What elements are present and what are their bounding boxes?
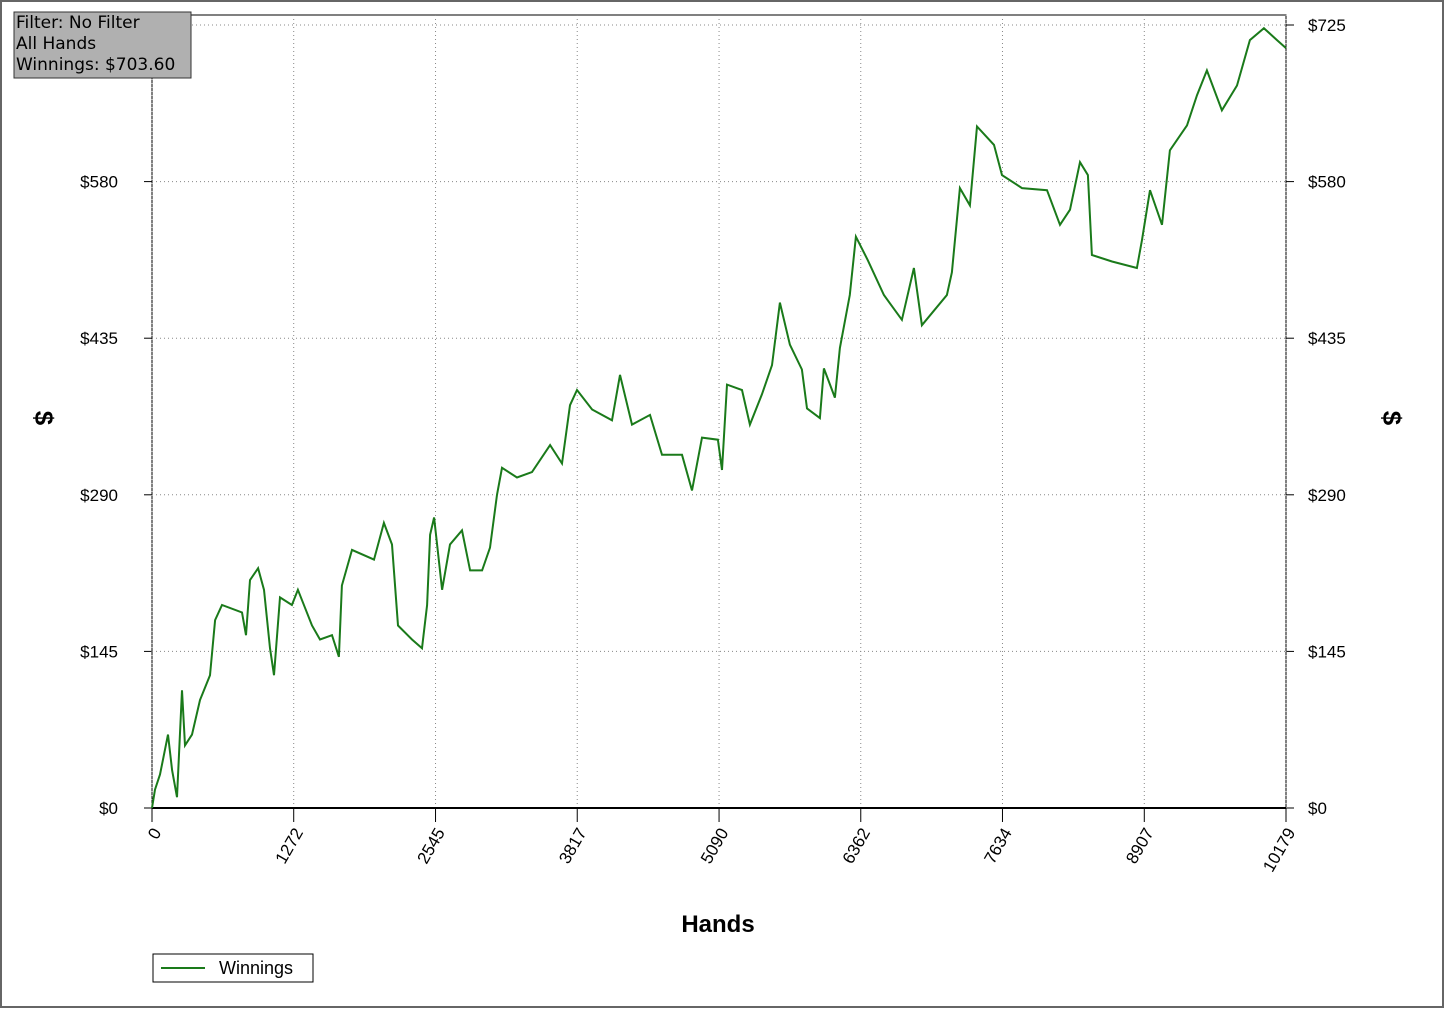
x-tick-label: 2545 <box>414 825 449 867</box>
x-tick-label: 5090 <box>697 825 732 867</box>
annotation-box <box>13 11 192 79</box>
annotation-line: All Hands <box>16 34 96 54</box>
x-tick-label: 0 <box>144 825 165 843</box>
y2-tick-label: $145 <box>1308 642 1346 661</box>
y-tick-label: $435 <box>80 329 118 348</box>
x-tick-label: 8907 <box>1122 825 1157 867</box>
y2-tick-label: $725 <box>1308 16 1346 35</box>
annotation-line: Winnings: $703.60 <box>16 55 175 75</box>
x-tick-label: 1272 <box>272 825 307 867</box>
x-tick-label: 6362 <box>839 825 874 867</box>
line-series <box>151 26 1287 809</box>
x-tick-label: 3817 <box>555 825 590 867</box>
annotation-line: Filter: No Filter <box>16 13 140 33</box>
y-tick-label: $290 <box>80 486 118 505</box>
y-tick-label: $145 <box>80 642 118 661</box>
y2-axis-label: $ <box>1377 411 1407 426</box>
x-axis-label: Hands <box>681 911 754 938</box>
y2-tick-label: $435 <box>1308 329 1346 348</box>
x-tick-label: 7634 <box>980 825 1015 867</box>
y-tick-label: $0 <box>99 799 118 818</box>
legend-label: Winnings <box>219 958 293 978</box>
y2-tick-label: $0 <box>1308 799 1327 818</box>
y-axis-label: $ <box>29 411 59 426</box>
y2-tick-label: $290 <box>1308 486 1346 505</box>
y-tick-label: $580 <box>80 173 118 192</box>
x-tick-label: 10179 <box>1259 825 1299 875</box>
y2-tick-label: $580 <box>1308 173 1346 192</box>
